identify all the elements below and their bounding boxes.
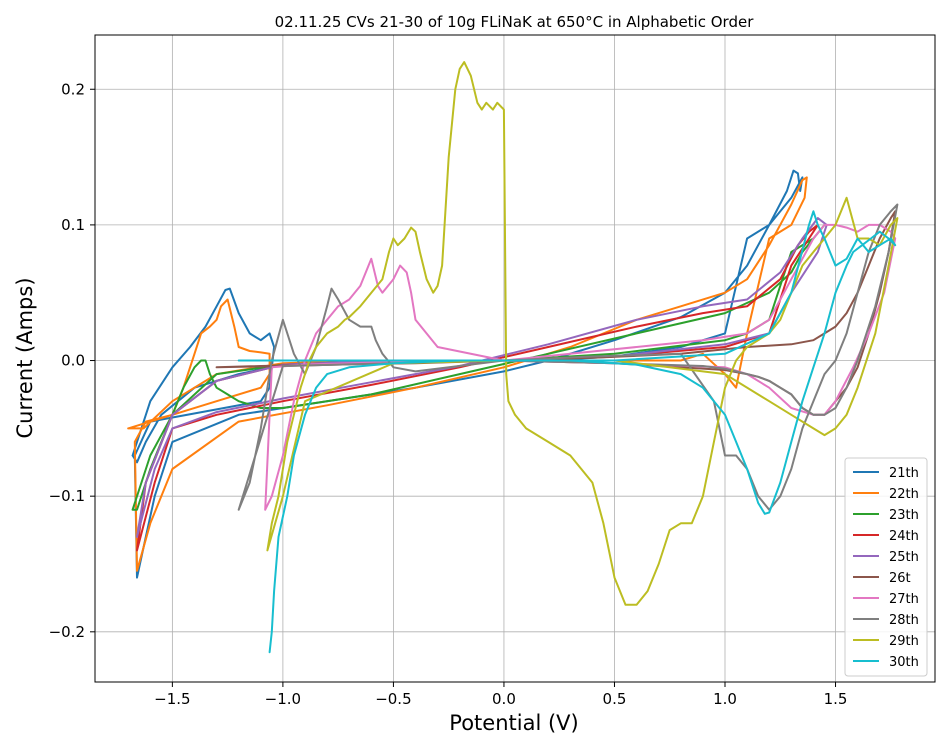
x-axis-title: Potential (V) — [449, 711, 578, 735]
legend-label: 22th — [889, 487, 919, 502]
legend-label: 30th — [889, 655, 919, 670]
legend-label: 23th — [889, 508, 919, 523]
x-tick-label: 1.0 — [713, 690, 737, 708]
series-line-27th — [264, 223, 897, 511]
legend-label: 24th — [889, 529, 919, 544]
legend-label: 28th — [889, 613, 919, 628]
plot-area — [127, 61, 899, 654]
legend: 21th 22th 23th 24th 25th 26t 27th 28th 29th 30th — [844, 457, 928, 677]
series-line-28th — [237, 203, 899, 511]
plot-frame — [94, 34, 936, 683]
x-tick-label: −1.0 — [265, 690, 301, 708]
legend-label: 21th — [889, 466, 919, 481]
legend-label: 29th — [889, 634, 919, 649]
x-tick-label: −0.5 — [375, 690, 411, 708]
chart-title: 02.11.25 CVs 21-30 of 10g FLiNaK at 650°… — [275, 13, 755, 31]
grid — [95, 35, 935, 682]
y-axis-title: Current (Amps) — [13, 277, 37, 438]
y-tick-label: 0.1 — [61, 216, 85, 234]
y-tick-label: −0.1 — [49, 487, 85, 505]
legend-label: 27th — [889, 592, 919, 607]
x-tick-label: −1.5 — [154, 690, 190, 708]
x-tick-label: 0.0 — [492, 690, 516, 708]
x-tick-label: 0.5 — [603, 690, 627, 708]
legend-label: 25th — [889, 550, 919, 565]
legend-label: 26t — [889, 571, 911, 586]
y-tick-label: −0.2 — [49, 623, 85, 641]
axis-ticks: −1.5 −1.0 −0.5 0.0 0.5 1.0 1.5 −0.2 −0.1 0.0 0.1 0.… — [49, 80, 848, 708]
series-line-30th — [237, 210, 897, 654]
y-tick-label: 0.0 — [61, 352, 85, 370]
y-tick-label: 0.2 — [61, 80, 85, 98]
series-line-29th — [266, 61, 899, 606]
legend-box — [844, 457, 928, 677]
x-tick-label: 1.5 — [824, 690, 848, 708]
